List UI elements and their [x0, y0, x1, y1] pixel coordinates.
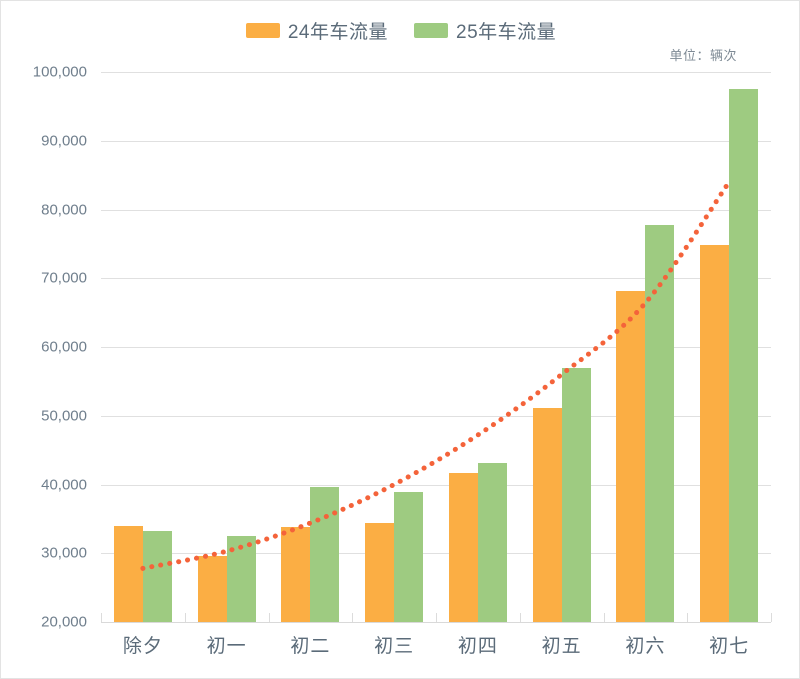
x-tick-label: 初六: [625, 636, 666, 657]
x-tick-label: 初五: [541, 636, 582, 657]
chart-legend: 24年车流量 25年车流量: [1, 17, 799, 44]
category-separator: [687, 613, 689, 622]
bar-s25[interactable]: [477, 462, 507, 622]
bar-s25[interactable]: [226, 536, 256, 622]
y-tick-label: 50,000: [41, 407, 87, 425]
bar-s25[interactable]: [142, 531, 172, 622]
bar-s24[interactable]: [448, 472, 478, 622]
bar-s24[interactable]: [113, 525, 143, 622]
legend-swatch-25: [414, 23, 448, 38]
category-separator: [101, 613, 102, 622]
bar-s25[interactable]: [310, 486, 340, 622]
y-tick-label: 100,000: [32, 63, 87, 81]
category-separator: [184, 613, 186, 622]
x-axis-baseline: [101, 622, 771, 623]
gridline: [101, 209, 771, 211]
legend-item-25[interactable]: 25年车流量: [414, 17, 556, 44]
legend-item-24[interactable]: 24年车流量: [245, 17, 388, 44]
category-separator: [268, 613, 270, 622]
category-separator: [771, 613, 772, 622]
category-separator: [352, 613, 354, 622]
legend-label-24: 24年车流量: [287, 22, 388, 43]
x-tick-label: 初二: [290, 636, 331, 657]
y-tick-label: 30,000: [41, 544, 87, 562]
y-tick-label: 20,000: [41, 613, 87, 631]
bar-s24[interactable]: [616, 291, 646, 622]
y-tick-label: 70,000: [41, 269, 87, 287]
category-separator: [436, 613, 437, 622]
category-separator: [603, 613, 605, 622]
bar-s25[interactable]: [561, 368, 591, 622]
category-separator: [519, 613, 521, 622]
bar-s24[interactable]: [532, 407, 562, 622]
x-tick-label: 初三: [374, 636, 415, 657]
bar-s25[interactable]: [394, 492, 424, 622]
y-tick-label: 90,000: [41, 132, 87, 150]
x-tick-label: 初七: [709, 636, 750, 657]
unit-annotation: 单位：辆次: [669, 48, 737, 63]
x-tick-label: 初四: [457, 636, 498, 657]
x-tick-label: 除夕: [122, 636, 163, 657]
plot-area: [101, 72, 772, 622]
bar-s25[interactable]: [729, 88, 759, 622]
bar-s24[interactable]: [700, 245, 730, 622]
y-tick-label: 80,000: [41, 201, 87, 218]
gridline: [101, 140, 771, 142]
legend-label-25: 25年车流量: [456, 22, 557, 43]
bar-s24[interactable]: [365, 523, 395, 622]
bar-s25[interactable]: [645, 225, 675, 622]
bar-s24[interactable]: [197, 556, 227, 622]
y-tick-label: 40,000: [41, 476, 87, 493]
gridline: [101, 72, 771, 73]
x-tick-label: 初一: [206, 636, 247, 657]
bar-s24[interactable]: [281, 527, 311, 622]
legend-swatch-24: [245, 23, 280, 38]
y-tick-label: 60,000: [41, 338, 87, 356]
